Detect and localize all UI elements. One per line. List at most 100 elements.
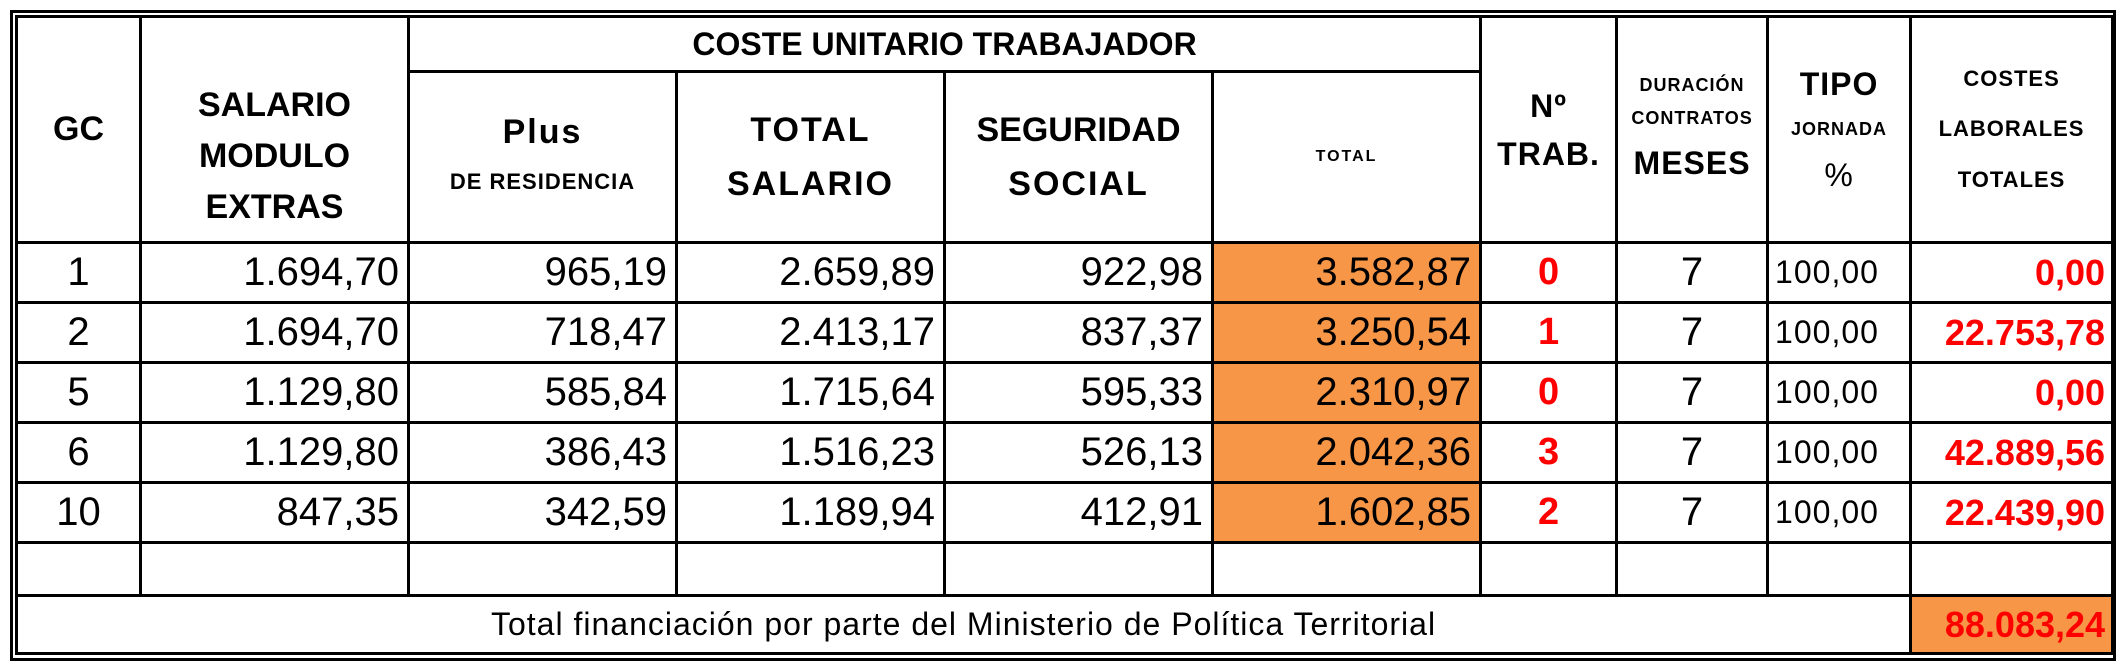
header-seguridad-line2: SOCIAL xyxy=(1008,165,1149,203)
header-duracion-line3: MESES xyxy=(1633,144,1751,181)
cell-jornada: 100,00 xyxy=(1766,421,1913,484)
header-tipo-line3: % xyxy=(1824,157,1854,194)
cell-plus: 342,59 xyxy=(407,481,678,544)
cell-total: 2.310,97 xyxy=(1210,361,1483,424)
header-n-trab-line2: TRAB. xyxy=(1497,135,1600,172)
empty-cell xyxy=(1615,541,1770,597)
header-group-title: COSTE UNITARIO TRABAJADOR xyxy=(406,15,1483,73)
cell-jornada: 100,00 xyxy=(1766,241,1913,304)
cell-n-trab: 0 xyxy=(1479,241,1619,304)
header-costes-line3: TOTALES xyxy=(1957,166,2066,192)
empty-cell xyxy=(1909,541,2115,597)
cell-gc: 10 xyxy=(15,481,142,544)
header-costes: COSTES LABORALES TOTALES xyxy=(1909,15,2115,244)
cell-jornada: 100,00 xyxy=(1766,301,1913,364)
header-spacer xyxy=(139,15,410,72)
cell-total: 2.042,36 xyxy=(1210,421,1483,484)
empty-cell xyxy=(15,541,142,597)
cell-seguridad: 595,33 xyxy=(943,361,1214,424)
cell-salario: 1.694,70 xyxy=(139,241,410,304)
cell-total: 3.582,87 xyxy=(1210,241,1483,304)
empty-cell xyxy=(407,541,678,597)
table-row: 1 1.694,70 965,19 2.659,89 922,98 3.582,… xyxy=(15,241,2115,304)
total-financing-label: Total financiación por parte del Ministe… xyxy=(14,594,1913,655)
cell-meses: 7 xyxy=(1615,301,1770,364)
cell-gc: 5 xyxy=(15,361,142,424)
empty-cell xyxy=(139,541,410,597)
table-row: 5 1.129,80 585,84 1.715,64 595,33 2.310,… xyxy=(15,361,2115,424)
header-total-salario-line2: SALARIO xyxy=(727,165,894,203)
cell-coste: 22.439,90 xyxy=(1909,481,2115,544)
cell-meses: 7 xyxy=(1615,241,1770,304)
cell-n-trab: 3 xyxy=(1479,421,1619,484)
header-n-trab: Nº TRAB. xyxy=(1479,15,1619,244)
cell-n-trab: 0 xyxy=(1479,361,1619,424)
header-row-1: GC COSTE UNITARIO TRABAJADOR Nº TRAB. DU… xyxy=(15,15,2115,244)
cell-total-salario: 1.715,64 xyxy=(675,361,946,424)
header-total: TOTAL xyxy=(1210,70,1483,244)
cell-gc: 6 xyxy=(15,421,142,484)
cell-seguridad: 412,91 xyxy=(943,481,1214,544)
header-tipo-line1: TIPO xyxy=(1799,65,1879,102)
cell-coste: 22.753,78 xyxy=(1909,301,2115,364)
cost-table-frame: GC COSTE UNITARIO TRABAJADOR Nº TRAB. DU… xyxy=(10,10,2116,661)
cell-total: 3.250,54 xyxy=(1210,301,1483,364)
header-seguridad-line1: SEGURIDAD xyxy=(976,110,1181,149)
header-plus-line2: DE RESIDENCIA xyxy=(449,169,636,195)
empty-cell xyxy=(675,541,946,597)
empty-cell xyxy=(1210,541,1483,597)
header-duracion-line2: CONTRATOS xyxy=(1631,108,1753,129)
cell-total-salario: 1.189,94 xyxy=(675,481,946,544)
cell-jornada: 100,00 xyxy=(1766,361,1913,424)
empty-row xyxy=(15,541,2115,597)
cell-n-trab: 1 xyxy=(1479,301,1619,364)
cell-total-salario: 2.659,89 xyxy=(675,241,946,304)
cell-seguridad: 837,37 xyxy=(943,301,1214,364)
header-tipo-line2: JORNADA xyxy=(1791,118,1888,139)
header-tipo: TIPO JORNADA % xyxy=(1766,15,1913,244)
header-n-trab-line1: Nº xyxy=(1530,87,1567,124)
header-salario: SALARIO MODULO EXTRAS xyxy=(139,71,410,244)
cell-salario: 1.694,70 xyxy=(139,301,410,364)
cost-table: GC COSTE UNITARIO TRABAJADOR Nº TRAB. DU… xyxy=(14,15,2115,655)
cell-seguridad: 922,98 xyxy=(943,241,1214,304)
cell-meses: 7 xyxy=(1615,361,1770,424)
total-row: Total financiación por parte del Ministe… xyxy=(14,594,2115,655)
empty-cell xyxy=(1479,541,1619,597)
cell-salario: 1.129,80 xyxy=(139,421,410,484)
header-salario-line2: MODULO xyxy=(198,136,351,175)
header-total-salario: TOTAL SALARIO xyxy=(675,70,946,244)
header-salario-line3: EXTRAS xyxy=(205,187,344,226)
cell-plus: 386,43 xyxy=(407,421,678,484)
header-duracion-line1: DURACIÓN xyxy=(1639,75,1745,96)
empty-cell xyxy=(1766,541,1913,597)
cell-total-salario: 1.516,23 xyxy=(675,421,946,484)
cell-total: 1.602,85 xyxy=(1210,481,1483,544)
header-gc: GC xyxy=(15,15,142,244)
cell-coste: 0,00 xyxy=(1909,241,2115,304)
cell-gc: 2 xyxy=(15,301,142,364)
header-costes-line2: LABORALES xyxy=(1938,116,2085,142)
header-plus-line1: Plus xyxy=(502,113,583,152)
cell-salario: 847,35 xyxy=(139,481,410,544)
cell-jornada: 100,00 xyxy=(1766,481,1913,544)
header-plus: Plus DE RESIDENCIA xyxy=(407,70,678,244)
header-row-2: SALARIO MODULO EXTRAS Plus DE RESIDENCIA… xyxy=(17,70,2113,244)
header-total-salario-line1: TOTAL xyxy=(750,110,871,149)
table-row: 2 1.694,70 718,47 2.413,17 837,37 3.250,… xyxy=(15,301,2115,364)
cell-meses: 7 xyxy=(1615,421,1770,484)
cell-seguridad: 526,13 xyxy=(943,421,1214,484)
table-row: 10 847,35 342,59 1.189,94 412,91 1.602,8… xyxy=(15,481,2115,544)
cell-n-trab: 2 xyxy=(1479,481,1619,544)
empty-cell xyxy=(943,541,1214,597)
cell-gc: 1 xyxy=(15,241,142,304)
cell-plus: 585,84 xyxy=(407,361,678,424)
cell-total-salario: 2.413,17 xyxy=(675,301,946,364)
cell-plus: 718,47 xyxy=(407,301,678,364)
header-duracion: DURACIÓN CONTRATOS MESES xyxy=(1615,15,1770,244)
cell-coste: 42.889,56 xyxy=(1909,421,2115,484)
header-seguridad: SEGURIDAD SOCIAL xyxy=(943,70,1214,244)
header-costes-line1: COSTES xyxy=(1963,65,2060,91)
table-row: 6 1.129,80 386,43 1.516,23 526,13 2.042,… xyxy=(15,421,2115,484)
cell-coste: 0,00 xyxy=(1909,361,2115,424)
